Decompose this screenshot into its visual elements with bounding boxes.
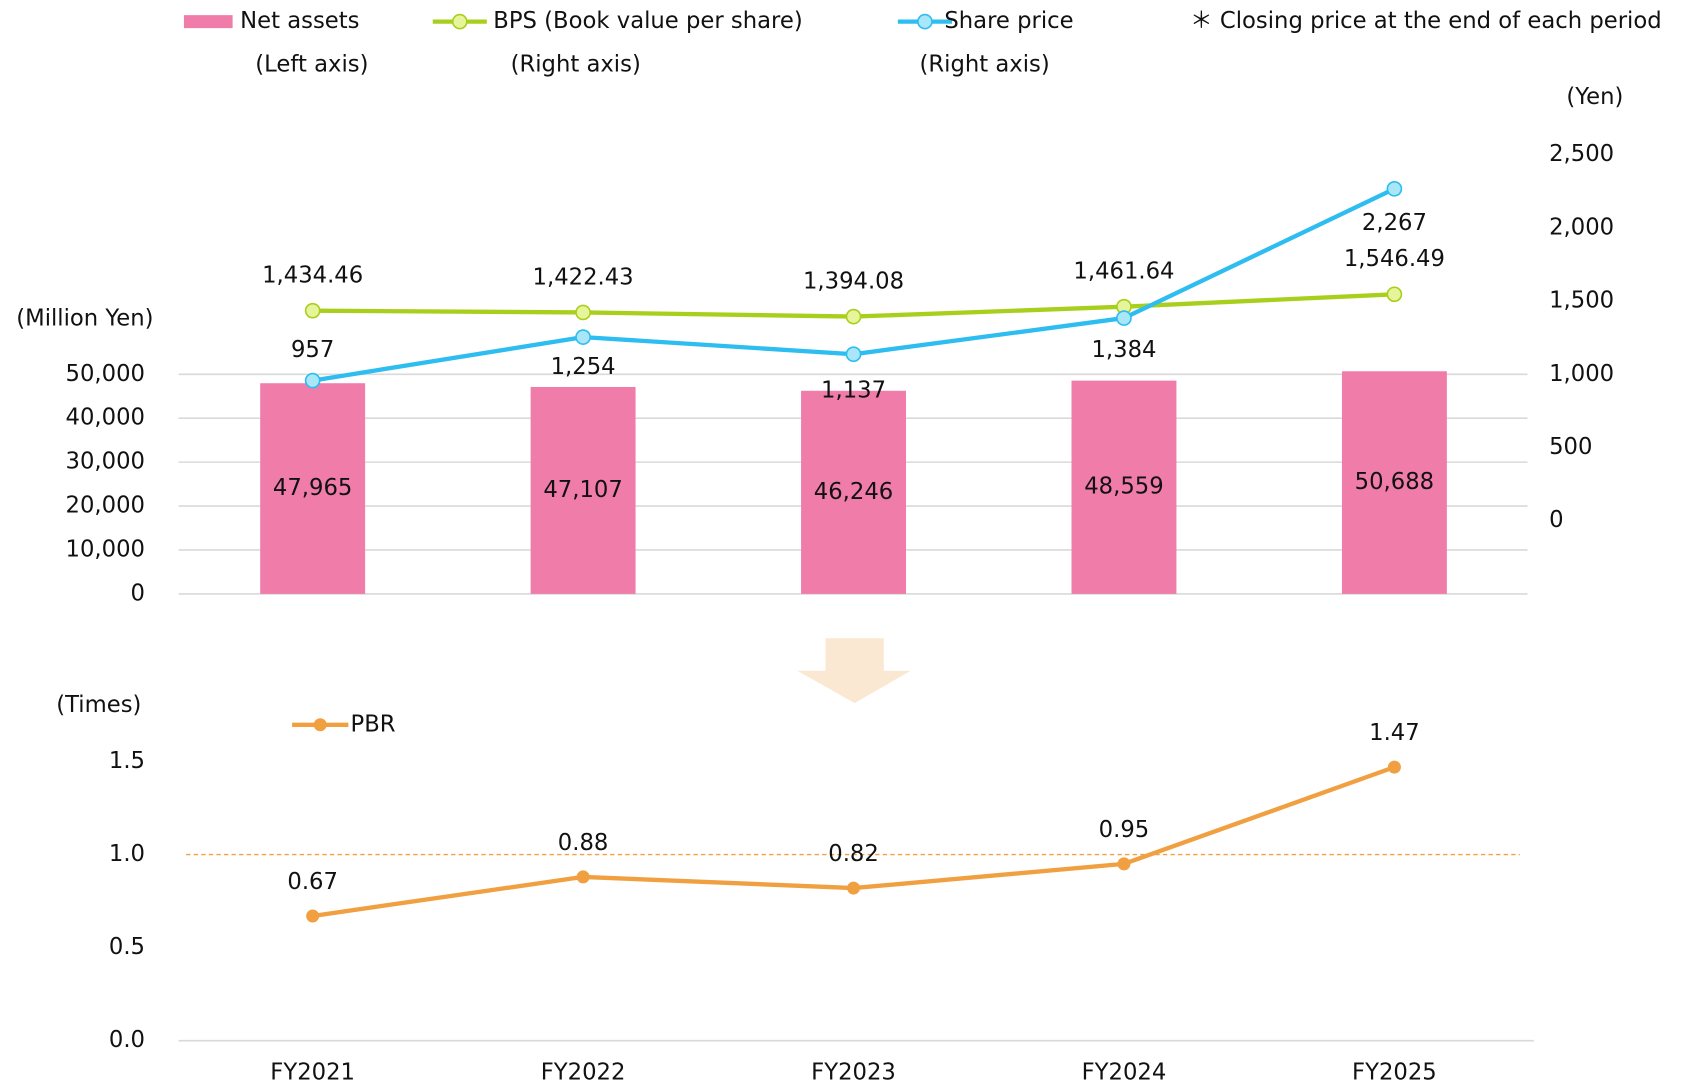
y-axis-label: (Times)	[56, 692, 141, 718]
x-tick-label: FY2025	[1352, 1060, 1437, 1085]
x-tick-label: FY2021	[270, 1060, 355, 1085]
bar	[1341, 371, 1447, 594]
y-tick-label: 1.0	[109, 841, 145, 867]
y-tick-label: 40,000	[66, 405, 145, 431]
y2-tick-label: 1,500	[1549, 288, 1614, 314]
marker	[304, 372, 321, 389]
data-label: 957	[291, 337, 334, 363]
data-label: 1,546.49	[1344, 246, 1445, 272]
data-label: 1,422.43	[533, 264, 634, 290]
marker	[575, 329, 591, 345]
legend-marker	[917, 13, 933, 30]
data-label: 1,254	[551, 354, 616, 380]
marker	[1386, 180, 1403, 197]
marker	[1387, 760, 1401, 774]
marker	[575, 304, 591, 321]
legend-note: (Left axis)	[255, 51, 368, 77]
y2-tick-label: 500	[1549, 434, 1592, 460]
y-tick-label: 0.0	[109, 1027, 145, 1053]
data-label: 50,688	[1355, 469, 1434, 495]
x-tick-label: FY2022	[541, 1060, 626, 1085]
y-tick-label: 10,000	[66, 536, 145, 562]
data-label: 1,461.64	[1073, 259, 1174, 285]
data-label: 2,267	[1362, 210, 1427, 236]
x-tick-label: FY2023	[811, 1060, 896, 1085]
data-label: 1,434.46	[262, 263, 363, 289]
data-label: 48,559	[1084, 474, 1163, 500]
arrow	[797, 638, 911, 704]
data-label: 46,246	[814, 479, 893, 505]
data-label: 1,137	[821, 378, 886, 404]
data-label: 47,107	[543, 477, 622, 503]
bar	[801, 390, 906, 594]
y2-tick-label: 0	[1549, 507, 1563, 533]
data-label: 0.88	[558, 830, 609, 856]
y-axis-label: (Million Yen)	[16, 306, 153, 332]
data-label: 0.67	[287, 869, 338, 895]
y2-tick-label: 2,500	[1549, 141, 1614, 167]
legend-label: BPS (Book value per share)	[493, 8, 802, 34]
legend-label: PBR	[351, 711, 396, 737]
legend-marker	[451, 13, 468, 30]
data-label: 0.95	[1099, 817, 1150, 843]
y2-tick-label: 1,000	[1549, 361, 1614, 387]
marker	[304, 302, 321, 319]
marker	[306, 909, 320, 923]
marker	[1117, 857, 1131, 871]
bar	[1071, 380, 1177, 594]
y2-axis-label: (Yen)	[1566, 84, 1623, 110]
legend-swatch	[183, 15, 233, 29]
legend-label: Net assets	[240, 8, 359, 34]
y-tick-label: 0	[131, 580, 145, 606]
marker	[1386, 286, 1403, 303]
data-label: 1,384	[1091, 337, 1156, 363]
legend-marker	[313, 718, 327, 732]
data-label: 1.47	[1369, 720, 1420, 746]
data-label: 1,394.08	[803, 268, 904, 294]
y-tick-label: 1.5	[109, 748, 145, 774]
legend-label: Share price	[944, 8, 1073, 34]
bar	[530, 386, 636, 594]
marker	[576, 870, 590, 884]
y2-tick-label: 2,000	[1549, 214, 1614, 240]
legend-note: (Right axis)	[920, 51, 1050, 77]
y-tick-label: 30,000	[66, 449, 145, 475]
y-tick-label: 0.5	[109, 934, 145, 960]
marker	[845, 308, 862, 325]
bar	[260, 383, 366, 594]
legend-note: (Right axis)	[511, 51, 641, 77]
marker	[845, 346, 862, 363]
data-label: 0.82	[828, 841, 879, 867]
annotation: ＊ Closing price at the end of each perio…	[1190, 8, 1662, 34]
y-tick-label: 20,000	[66, 493, 145, 519]
marker	[847, 881, 861, 895]
y-tick-label: 50,000	[66, 361, 145, 387]
data-label: 47,965	[273, 475, 352, 501]
marker	[1116, 310, 1132, 326]
x-tick-label: FY2024	[1082, 1060, 1167, 1085]
